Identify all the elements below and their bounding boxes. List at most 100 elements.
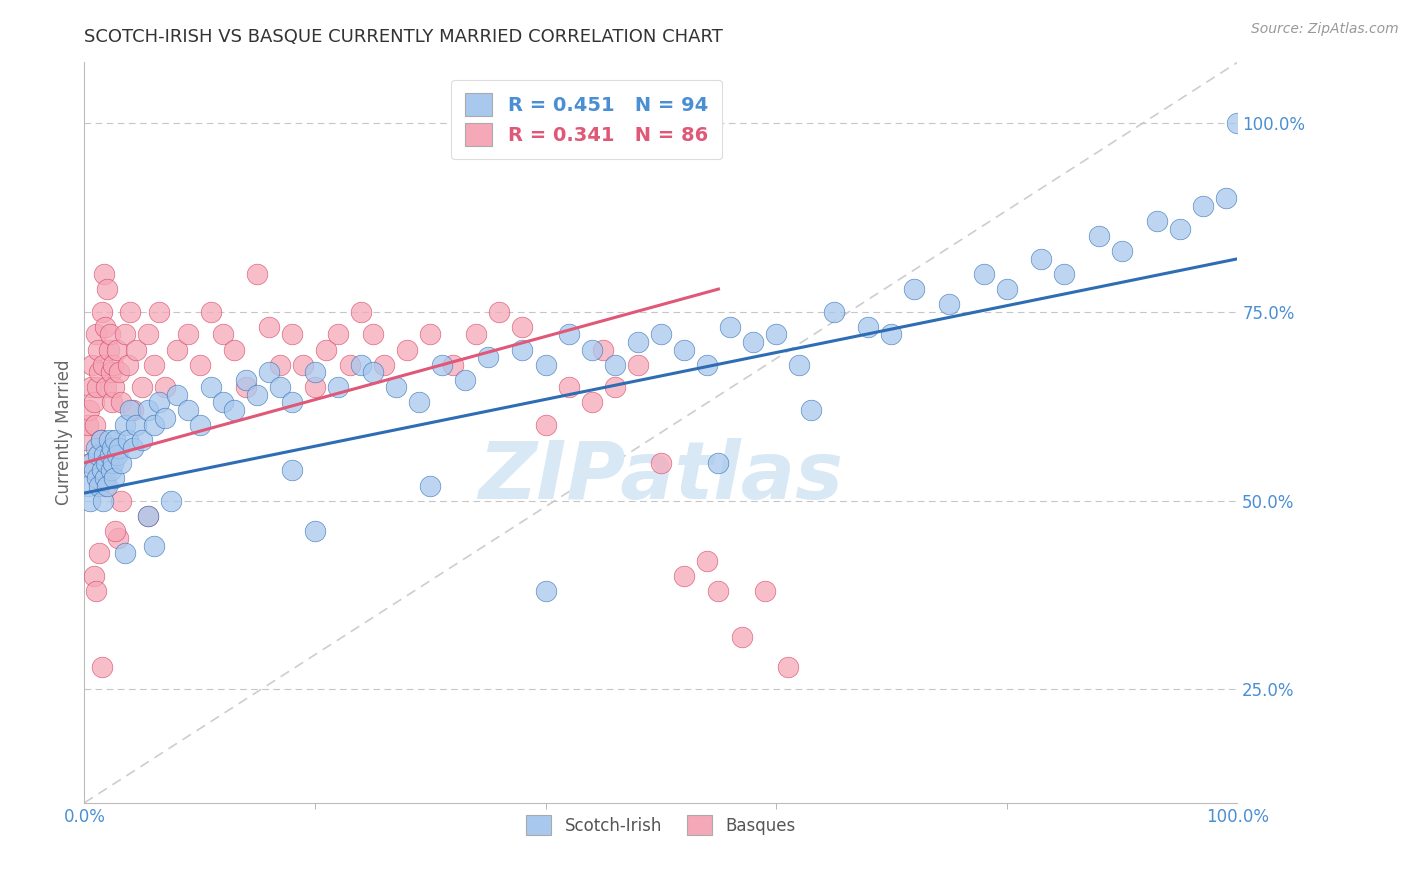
Point bbox=[257, 365, 280, 379]
Point bbox=[257, 319, 280, 334]
Point bbox=[96, 282, 118, 296]
Point bbox=[1191, 199, 1213, 213]
Point bbox=[454, 373, 477, 387]
Point bbox=[730, 630, 752, 644]
Point bbox=[1053, 267, 1076, 281]
Point bbox=[269, 380, 291, 394]
Text: ZIPatlas: ZIPatlas bbox=[478, 438, 844, 516]
Point bbox=[200, 304, 222, 318]
Point bbox=[120, 403, 142, 417]
Point bbox=[110, 395, 132, 409]
Point bbox=[80, 380, 103, 394]
Point bbox=[89, 478, 111, 492]
Point bbox=[995, 282, 1018, 296]
Point bbox=[177, 403, 200, 417]
Point bbox=[742, 334, 765, 349]
Point bbox=[103, 380, 125, 394]
Point bbox=[166, 343, 188, 357]
Point bbox=[87, 343, 110, 357]
Point bbox=[419, 478, 441, 492]
Point bbox=[938, 297, 960, 311]
Point bbox=[350, 304, 373, 318]
Point bbox=[89, 433, 111, 447]
Point bbox=[858, 319, 880, 334]
Point bbox=[408, 395, 430, 409]
Point bbox=[534, 358, 557, 372]
Point bbox=[650, 327, 672, 342]
Point bbox=[91, 493, 114, 508]
Point bbox=[142, 539, 165, 553]
Point bbox=[103, 456, 124, 470]
Y-axis label: Currently Married: Currently Married bbox=[55, 359, 73, 506]
Point bbox=[90, 463, 112, 477]
Point bbox=[603, 380, 626, 394]
Point bbox=[281, 327, 304, 342]
Point bbox=[117, 433, 139, 447]
Point bbox=[160, 493, 183, 508]
Point bbox=[592, 343, 614, 357]
Point bbox=[1111, 244, 1133, 259]
Point bbox=[419, 327, 441, 342]
Point bbox=[98, 448, 121, 462]
Point bbox=[136, 508, 159, 523]
Point bbox=[153, 380, 176, 394]
Point bbox=[94, 319, 117, 334]
Point bbox=[142, 418, 165, 433]
Point bbox=[973, 267, 995, 281]
Point bbox=[96, 380, 118, 394]
Point bbox=[136, 508, 159, 523]
Point bbox=[235, 380, 257, 394]
Point bbox=[304, 524, 326, 538]
Point bbox=[166, 388, 188, 402]
Point bbox=[103, 471, 125, 485]
Point bbox=[101, 441, 124, 455]
Point bbox=[246, 388, 269, 402]
Point bbox=[103, 358, 124, 372]
Point bbox=[776, 660, 799, 674]
Point bbox=[650, 456, 672, 470]
Point bbox=[104, 524, 127, 538]
Point bbox=[79, 493, 101, 508]
Point bbox=[339, 358, 361, 372]
Point bbox=[211, 327, 233, 342]
Point bbox=[76, 433, 98, 447]
Point bbox=[108, 365, 131, 379]
Point bbox=[557, 380, 579, 394]
Point bbox=[117, 358, 139, 372]
Point bbox=[211, 395, 233, 409]
Point bbox=[1226, 116, 1249, 130]
Point bbox=[125, 418, 148, 433]
Point bbox=[707, 584, 730, 599]
Point bbox=[101, 395, 124, 409]
Point bbox=[94, 471, 117, 485]
Point bbox=[125, 343, 148, 357]
Point bbox=[131, 433, 153, 447]
Point bbox=[148, 304, 170, 318]
Point bbox=[91, 358, 114, 372]
Point bbox=[131, 380, 153, 394]
Point bbox=[84, 584, 107, 599]
Point bbox=[672, 569, 695, 583]
Point bbox=[557, 327, 579, 342]
Point bbox=[148, 395, 170, 409]
Point bbox=[269, 358, 291, 372]
Point bbox=[105, 343, 128, 357]
Point bbox=[512, 319, 534, 334]
Point bbox=[120, 304, 142, 318]
Point bbox=[787, 358, 810, 372]
Point bbox=[89, 433, 111, 447]
Point bbox=[1088, 229, 1111, 244]
Point bbox=[97, 343, 120, 357]
Point bbox=[107, 532, 129, 546]
Point bbox=[94, 478, 117, 492]
Point bbox=[84, 327, 107, 342]
Text: SCOTCH-IRISH VS BASQUE CURRENTLY MARRIED CORRELATION CHART: SCOTCH-IRISH VS BASQUE CURRENTLY MARRIED… bbox=[84, 28, 723, 45]
Point bbox=[304, 380, 326, 394]
Point bbox=[823, 304, 845, 318]
Point bbox=[581, 343, 603, 357]
Point bbox=[326, 380, 349, 394]
Point bbox=[1168, 221, 1191, 235]
Point bbox=[136, 327, 159, 342]
Point bbox=[1146, 214, 1168, 228]
Point bbox=[581, 395, 603, 409]
